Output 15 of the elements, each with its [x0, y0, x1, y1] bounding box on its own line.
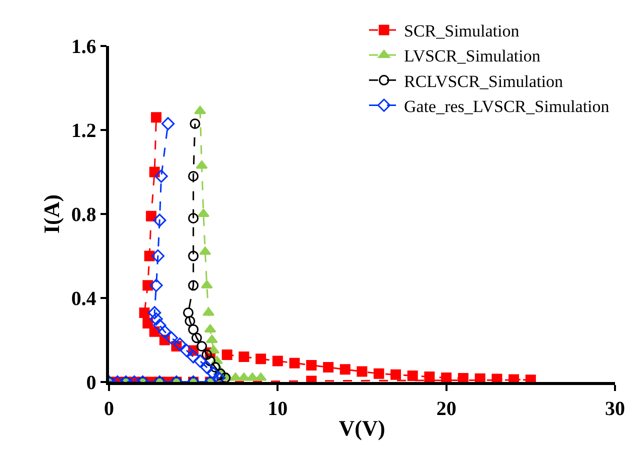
y-tick-label: 0.4 [71, 288, 96, 310]
y-axis-title: I(A) [39, 194, 64, 234]
y-tick-label: 1.2 [71, 120, 96, 142]
x-axis-title: V(V) [338, 416, 386, 441]
legend-label: Gate_res_LVSCR_Simulation [404, 96, 610, 116]
legend-label: SCR_Simulation [404, 22, 520, 41]
x-tick-label: 10 [268, 398, 288, 420]
y-tick-label: 1.6 [71, 36, 96, 58]
x-tick-label: 0 [104, 398, 114, 420]
x-tick-label: 20 [436, 398, 456, 420]
y-tick-label: 0.8 [71, 204, 96, 226]
legend-label: RCLVSCR_Simulation [404, 72, 564, 91]
legend-label: LVSCR_Simulation [404, 46, 541, 66]
x-tick-label: 30 [605, 398, 625, 420]
y-tick-label: 0 [86, 372, 96, 394]
